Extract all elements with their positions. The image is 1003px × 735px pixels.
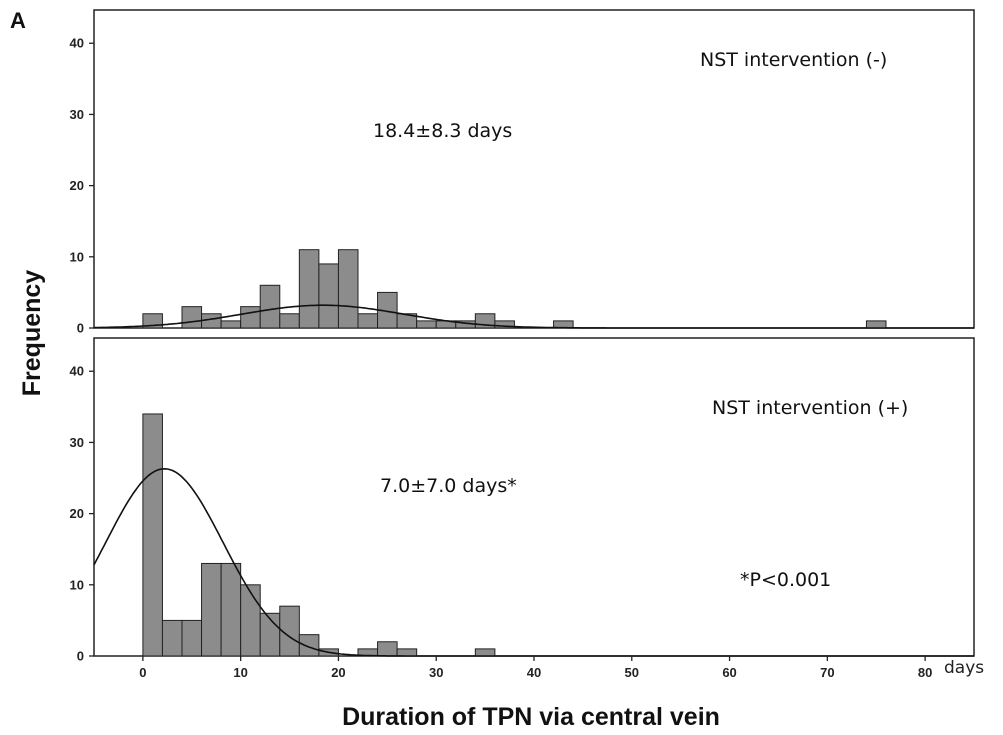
bot-bar bbox=[220, 562, 242, 657]
bot-bar bbox=[377, 641, 398, 657]
top-bar bbox=[416, 320, 437, 329]
top-bar bbox=[259, 284, 281, 329]
top-normal-curve bbox=[93, 304, 974, 329]
top-bar bbox=[337, 249, 359, 329]
bot-bar bbox=[201, 562, 222, 657]
top-bar bbox=[298, 249, 320, 329]
bot-bar bbox=[161, 619, 183, 657]
top-bar bbox=[240, 306, 261, 329]
bot-bar bbox=[142, 413, 163, 657]
x-tick-label: 60 bbox=[722, 665, 736, 680]
y-tick-label: 30 bbox=[70, 435, 84, 450]
bot-bar bbox=[279, 605, 300, 657]
y-tick-label: 10 bbox=[70, 249, 84, 264]
x-tick-label: 50 bbox=[625, 665, 639, 680]
y-tick-label: 30 bbox=[70, 107, 84, 122]
bottom-histogram-panel: 0 10 20 30 40 NST intervention (+) 7.0±7.0 d… bbox=[70, 337, 975, 664]
y-tick-label: 0 bbox=[77, 321, 84, 336]
y-axis-title: Frequency bbox=[18, 270, 46, 397]
y-tick-label: 0 bbox=[77, 649, 84, 664]
x-tick-label: 40 bbox=[527, 665, 541, 680]
x-tick-label: 30 bbox=[429, 665, 443, 680]
top-group-label: NST intervention (-) bbox=[700, 49, 887, 71]
bot-bar bbox=[298, 634, 320, 657]
significance-note: *P<0.001 bbox=[740, 569, 831, 591]
y-tick-label: 10 bbox=[70, 577, 84, 592]
bot-bar bbox=[240, 584, 261, 657]
bot-bar bbox=[396, 648, 418, 657]
top-y-axis: 0 10 20 30 40 bbox=[70, 36, 94, 336]
x-axis-title: Duration of TPN via central vein bbox=[342, 703, 720, 731]
bot-bar bbox=[474, 648, 496, 657]
bot-bar bbox=[181, 619, 203, 657]
x-tick-label: 80 bbox=[918, 665, 932, 680]
y-tick-label: 40 bbox=[70, 36, 84, 51]
bottom-y-axis: 0 10 20 30 40 bbox=[70, 364, 94, 664]
top-bar bbox=[318, 263, 339, 329]
top-bar bbox=[181, 306, 203, 329]
y-tick-label: 40 bbox=[70, 364, 84, 379]
x-axis: 0 10 20 30 40 50 60 70 80 bbox=[139, 656, 932, 680]
top-histogram-panel: 0 10 20 30 40 NST intervention (-) 18.4±8.3 … bbox=[70, 9, 975, 336]
x-axis-unit: days bbox=[944, 658, 984, 678]
top-bars bbox=[142, 249, 887, 329]
x-tick-label: 70 bbox=[820, 665, 834, 680]
bottom-stat-label: 7.0±7.0 days* bbox=[380, 475, 517, 497]
x-tick-label: 10 bbox=[233, 665, 247, 680]
x-tick-label: 0 bbox=[139, 665, 146, 680]
y-tick-label: 20 bbox=[70, 506, 84, 521]
top-bar bbox=[220, 320, 242, 329]
top-bar bbox=[865, 320, 887, 329]
bottom-group-label: NST intervention (+) bbox=[712, 397, 908, 419]
top-bar bbox=[357, 313, 379, 329]
top-stat-label: 18.4±8.3 days bbox=[373, 120, 512, 142]
y-tick-label: 20 bbox=[70, 178, 84, 193]
bottom-bars bbox=[142, 413, 496, 657]
top-bar bbox=[494, 320, 515, 329]
panel-letter: A bbox=[10, 8, 26, 33]
top-bar bbox=[279, 313, 300, 329]
x-tick-label: 20 bbox=[331, 665, 345, 680]
